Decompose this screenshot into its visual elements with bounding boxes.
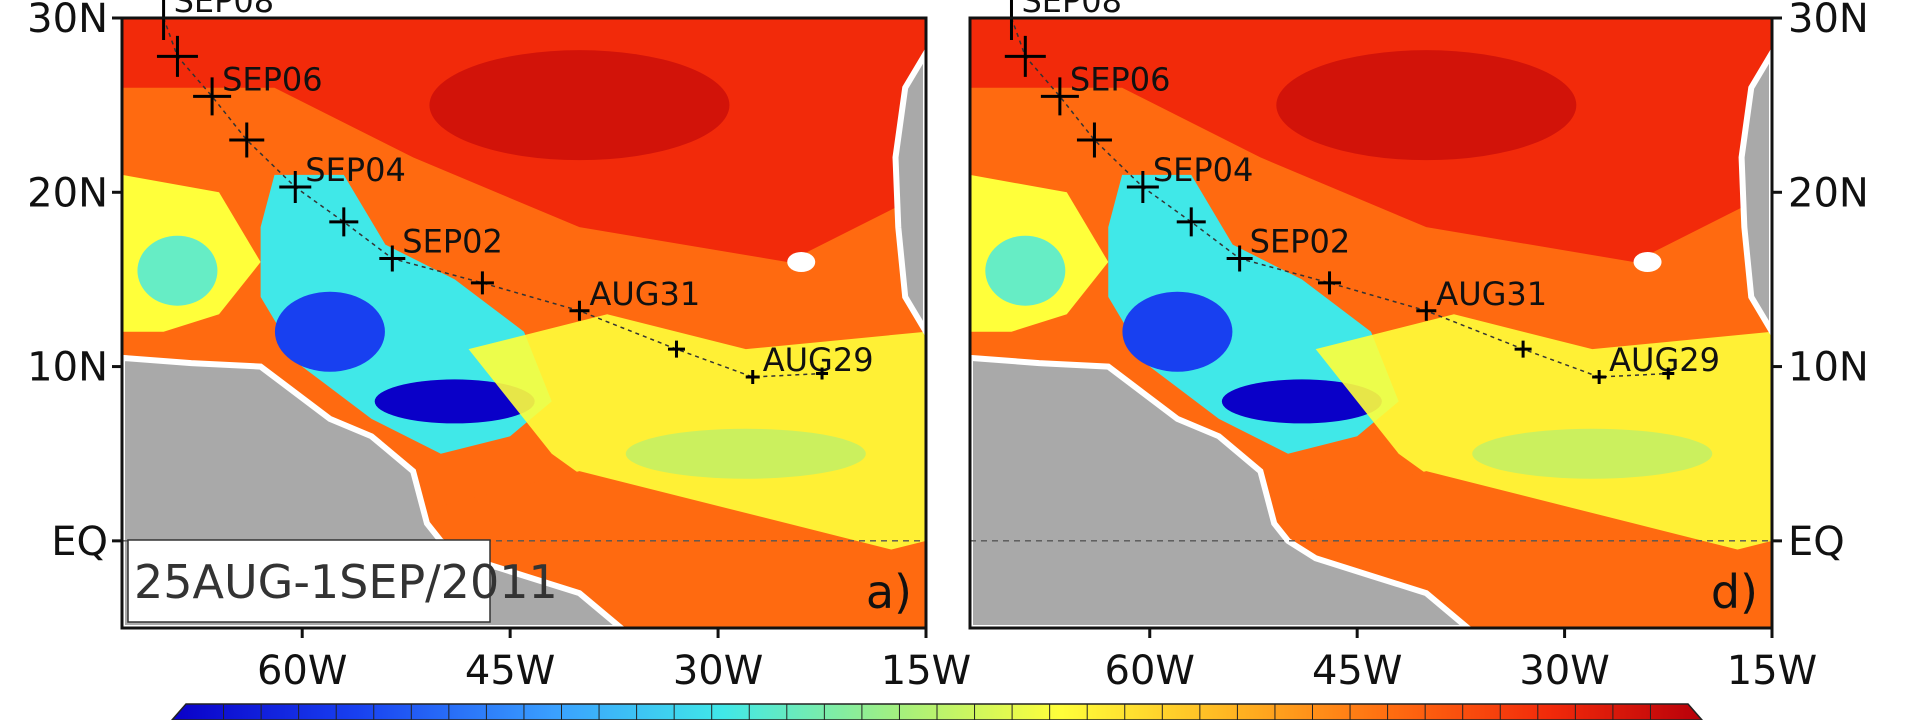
sst-caribbean-cool <box>985 235 1066 306</box>
track-date-label: SEP08 <box>174 0 275 20</box>
lon-tick-label: 15W <box>1727 648 1817 694</box>
track-date-label: SEP06 <box>222 60 323 98</box>
lat-tick-label: EQ <box>1788 519 1845 565</box>
sst-hot-core <box>1276 50 1577 161</box>
track-marker <box>1514 340 1532 358</box>
track-marker <box>379 245 406 272</box>
sst-plume-core <box>374 379 535 424</box>
track-marker <box>745 370 760 385</box>
lat-tick-label: 20N <box>27 170 108 216</box>
africa-land <box>1738 46 1772 338</box>
track-date-label: AUG31 <box>589 275 700 313</box>
track-date-label: AUG31 <box>1436 275 1547 313</box>
track-marker <box>1416 300 1437 321</box>
track-marker <box>1126 171 1159 204</box>
track-marker <box>279 171 312 204</box>
track-marker <box>1076 122 1112 158</box>
sst-plume-core <box>1221 379 1382 424</box>
lat-tick-label: EQ <box>51 519 108 565</box>
lat-tick-label: 10N <box>27 345 108 391</box>
panel-label: d) <box>1711 565 1758 619</box>
track-marker <box>156 35 198 77</box>
lon-tick-label: 30W <box>673 648 763 694</box>
date-box-label: 25AUG-1SEP/2011 <box>134 555 558 609</box>
cape-verde-gap <box>787 252 816 272</box>
track-marker <box>1662 367 1675 380</box>
track-marker <box>229 122 265 158</box>
sst-hot-core <box>429 50 730 161</box>
date-box <box>127 539 491 623</box>
lon-tick-label: 60W <box>1105 648 1195 694</box>
track-marker <box>193 77 232 116</box>
track-marker <box>667 340 685 358</box>
track-marker <box>329 207 359 237</box>
track-marker <box>1176 207 1206 237</box>
track-date-label: SEP04 <box>1153 151 1254 189</box>
panel-label: a) <box>866 565 912 619</box>
track-marker <box>1226 245 1253 272</box>
track-date-label: SEP02 <box>402 223 503 261</box>
sst-equatorial-green <box>625 428 866 479</box>
track-marker <box>569 300 590 321</box>
cape-verde-gap <box>1633 252 1662 272</box>
panel-a: SEP08SEP06SEP04SEP02AUG31AUG2930N20N10NE… <box>27 0 971 694</box>
track-date-label: SEP08 <box>1021 0 1122 20</box>
lon-tick-label: 30W <box>1519 648 1609 694</box>
colorbar <box>171 703 1703 720</box>
track-marker <box>1592 370 1607 385</box>
panel-frame <box>968 16 1774 630</box>
lon-tick-label: 15W <box>881 648 971 694</box>
storm-track-line <box>162 17 823 378</box>
lon-tick-label: 45W <box>1312 648 1402 694</box>
sst-field <box>122 18 926 628</box>
lat-tick-label: 30N <box>27 0 108 42</box>
track-date-label: SEP04 <box>305 151 406 189</box>
africa-land <box>892 47 926 338</box>
panel-d: SEP08SEP06SEP04SEP02AUG31AUG2930N20N10NE… <box>968 0 1869 694</box>
track-marker <box>1004 35 1046 77</box>
track-date-label: SEP06 <box>1070 60 1171 98</box>
south-america-land <box>970 354 1473 628</box>
track-date-label: SEP02 <box>1250 223 1351 261</box>
sst-caribbean-cool <box>137 235 218 306</box>
sst-field <box>970 18 1772 628</box>
sst-plume-blue <box>274 291 385 372</box>
sst-equatorial-green <box>1472 428 1713 479</box>
storm-track-line <box>1010 17 1669 378</box>
track-marker <box>1040 77 1079 116</box>
track-marker <box>816 367 829 380</box>
track-marker <box>1318 271 1342 295</box>
lat-tick-label: 20N <box>1788 170 1869 216</box>
lat-tick-label: 10N <box>1788 345 1869 391</box>
track-marker <box>470 271 494 295</box>
lon-tick-label: 60W <box>257 648 347 694</box>
sst-plume-blue <box>1122 291 1233 372</box>
panel-frame <box>120 16 928 630</box>
lon-tick-label: 45W <box>465 648 555 694</box>
lat-tick-label: 30N <box>1788 0 1869 42</box>
